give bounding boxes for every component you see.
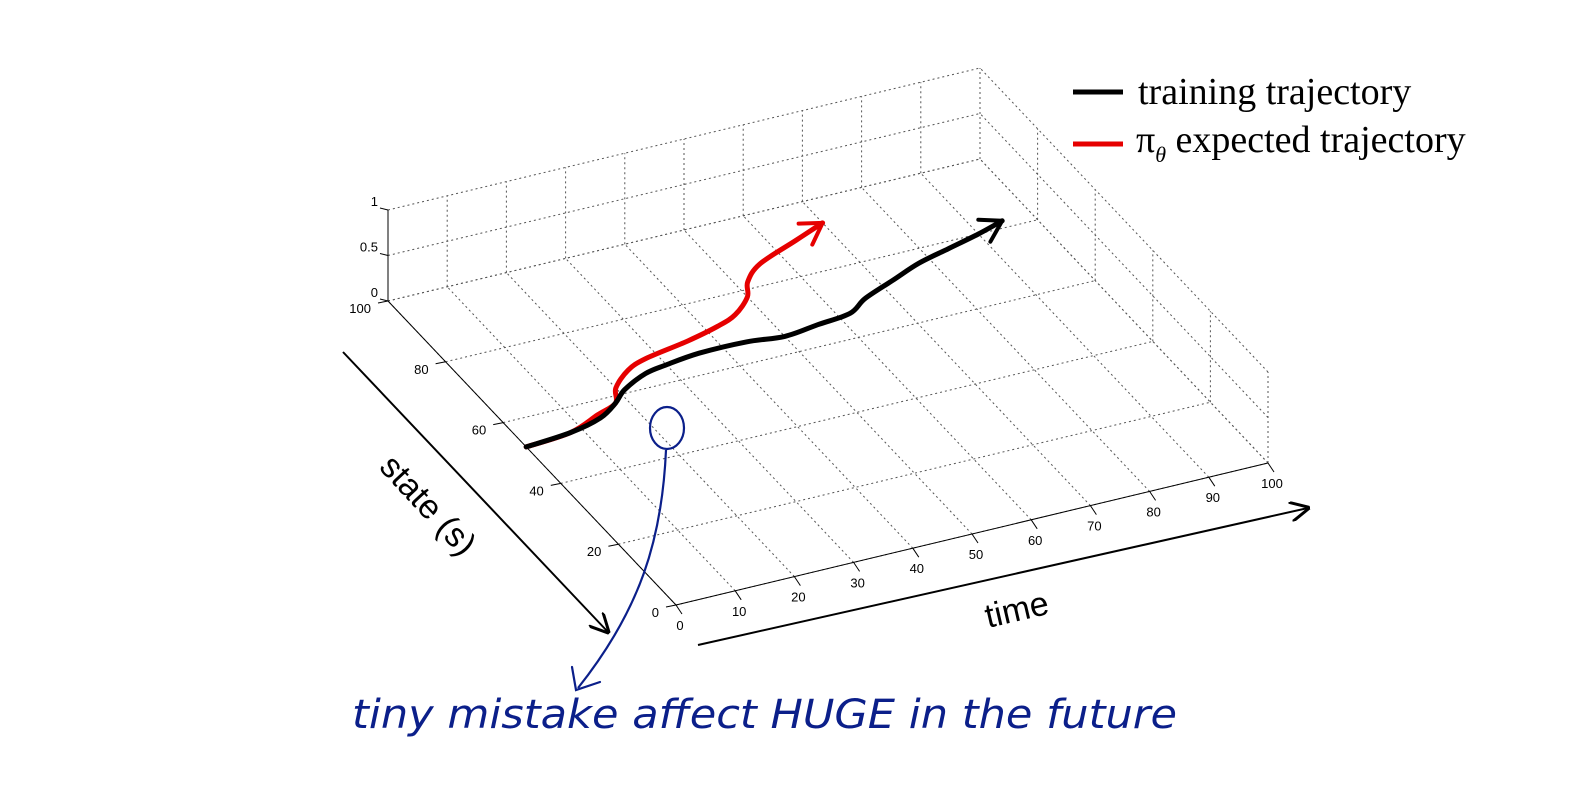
series-layer [523, 217, 1005, 450]
x-tick-mark [1267, 462, 1275, 473]
mistake-highlight-circle [648, 405, 686, 451]
x-tick-mark [853, 562, 861, 572]
floor-gridline-time [920, 172, 1210, 478]
y-tick-label: 0 [652, 605, 659, 620]
y-tick-label: 80 [414, 362, 428, 377]
back-wall-gridline [387, 67, 981, 211]
x-tick-mark [1208, 476, 1216, 487]
z-tick-label: 1 [371, 194, 378, 209]
side-wall-gridline [979, 67, 1269, 373]
x-tick-mark [1149, 491, 1157, 501]
y-tick-mark [435, 361, 446, 365]
x-axis-label: time [981, 584, 1052, 635]
x-tick-label: 20 [791, 590, 805, 605]
y-tick-mark [493, 422, 504, 426]
y-tick-label: 20 [587, 544, 601, 559]
grid [387, 67, 1269, 606]
legend-label-expected: πθ expected trajectory [1136, 119, 1466, 167]
z-tick-mark [379, 253, 389, 256]
annotation-text: tiny mistake affect HUGE in the future [352, 692, 1177, 738]
x-tick-mark [1030, 519, 1038, 530]
series-line-training [523, 218, 1005, 450]
y-tick-label: 40 [529, 483, 543, 498]
series-arrowhead-expected [796, 220, 825, 247]
x-tick-label: 70 [1087, 519, 1101, 534]
back-wall-gridline [387, 113, 981, 256]
y-axis-line [387, 300, 677, 606]
floor-gridline-state [503, 280, 1096, 424]
annotation-arrowhead [570, 665, 602, 692]
y-tick-label: 100 [349, 301, 371, 316]
legend-theta: θ [1155, 142, 1166, 167]
state-axis-arrow [342, 351, 608, 632]
x-tick-mark [971, 533, 979, 544]
x-tick-mark [734, 590, 742, 601]
x-tick-label: 50 [969, 547, 983, 562]
x-tick-label: 0 [676, 618, 683, 633]
x-tick-mark [912, 547, 920, 558]
y-tick-mark [550, 482, 561, 486]
floor-gridline-state [618, 401, 1211, 545]
y-tick-mark [377, 300, 389, 304]
x-tick-label: 10 [732, 604, 746, 619]
z-tick-mark [379, 298, 389, 302]
x-tick-label: 90 [1206, 490, 1220, 505]
x-tick-label: 30 [850, 575, 864, 590]
x-tick-label: 60 [1028, 533, 1042, 548]
y-tick-mark [665, 604, 677, 608]
floor-gridline-time [683, 229, 973, 535]
floor-gridline-time [861, 187, 1150, 492]
z-tick-label: 0 [371, 285, 378, 300]
x-tick-label: 40 [910, 561, 924, 576]
legend: training trajectory πθ expected trajecto… [1073, 71, 1466, 167]
x-tick-mark [675, 604, 683, 615]
floor-gridline-state [560, 340, 1153, 484]
floor-gridline-time [742, 215, 1032, 521]
x-tick-label: 80 [1146, 504, 1160, 519]
floor-gridline-time [624, 243, 914, 549]
annotation-arrow [577, 449, 668, 689]
y-tick-mark [608, 543, 619, 547]
x-tick-label: 100 [1261, 476, 1283, 491]
z-tick-label: 0.5 [360, 240, 378, 255]
series-line-expected [523, 220, 826, 450]
side-wall-gridline [979, 158, 1269, 464]
x-tick-mark [1089, 505, 1097, 515]
legend-label-training: training trajectory [1138, 71, 1411, 113]
series-arrowhead-training [976, 217, 1005, 244]
z-tick-mark [379, 207, 389, 211]
floor-gridline-state [445, 219, 1038, 363]
legend-expected-suffix: expected trajectory [1166, 119, 1466, 161]
back-wall-gridline [387, 158, 981, 302]
y-tick-label: 60 [472, 423, 486, 438]
time-axis-arrow [697, 508, 1308, 646]
x-tick-mark [793, 576, 801, 586]
y-axis-label: state (s) [372, 448, 484, 564]
legend-pi: π [1136, 119, 1155, 161]
